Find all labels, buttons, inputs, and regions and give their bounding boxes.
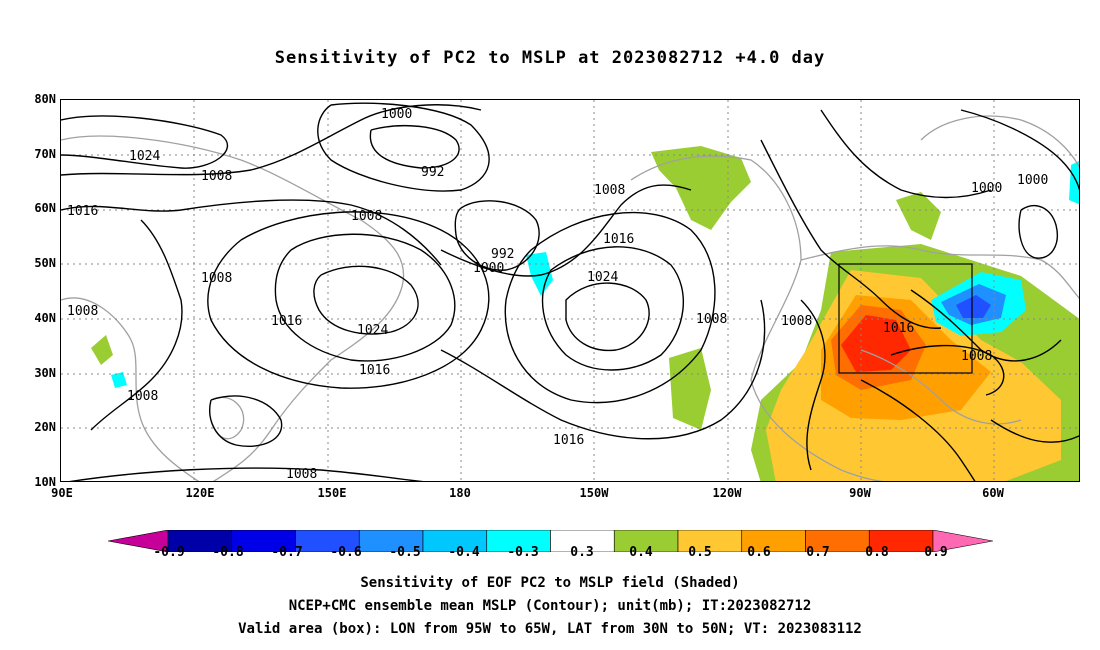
contour-label: 1000 bbox=[1017, 173, 1048, 188]
valid-area-box bbox=[838, 263, 973, 374]
lon-label-150w: 150W bbox=[579, 486, 609, 500]
contour-label: 1008 bbox=[961, 349, 992, 364]
colorbar-label: 0.8 bbox=[865, 545, 889, 560]
contour-label: 1016 bbox=[67, 204, 98, 219]
contour-label: 1008 bbox=[67, 304, 98, 319]
lon-label-120e: 120E bbox=[185, 486, 215, 500]
lon-label-60w: 60W bbox=[982, 486, 1004, 500]
contour-label: 1016 bbox=[603, 232, 634, 247]
shade-green-greenland bbox=[896, 192, 941, 240]
map-plot-area: 1024 1008 1016 1008 1008 1008 1000 992 1… bbox=[60, 99, 1080, 482]
contour-label: 1008 bbox=[351, 209, 382, 224]
caption-line-2: NCEP+CMC ensemble mean MSLP (Contour); u… bbox=[288, 598, 812, 614]
contour-label: 1008 bbox=[594, 183, 625, 198]
colorbar-cell bbox=[932, 530, 993, 552]
colorbar-label: -0.5 bbox=[389, 545, 421, 560]
mslp-contours bbox=[61, 102, 1079, 481]
colorbar-label: -0.9 bbox=[153, 545, 185, 560]
lat-label-20n: 20N bbox=[34, 420, 56, 434]
shade-green-asia bbox=[91, 335, 113, 365]
colorbar-label: 0.9 bbox=[924, 545, 948, 560]
contour-label: 1024 bbox=[587, 270, 618, 285]
shade-green-pacific bbox=[669, 348, 711, 430]
graticule bbox=[61, 100, 1079, 481]
lat-label-80n: 80N bbox=[34, 92, 56, 106]
contour-label: 1024 bbox=[129, 149, 160, 164]
lon-label-90e: 90E bbox=[51, 486, 73, 500]
shade-deepblue-blob bbox=[956, 295, 991, 318]
contour-label: 1008 bbox=[201, 169, 232, 184]
colorbar bbox=[108, 530, 993, 552]
lon-label-180: 180 bbox=[449, 486, 471, 500]
caption-line-3: Valid area (box): LON from 95W to 65W, L… bbox=[238, 621, 862, 637]
colorbar-label: 0.7 bbox=[806, 545, 830, 560]
contour-label: 992 bbox=[421, 165, 444, 180]
contour-labels: 1024 1008 1016 1008 1008 1008 1000 992 1… bbox=[67, 107, 1048, 482]
lat-label-50n: 50N bbox=[34, 256, 56, 270]
map-title: Sensitivity of PC2 to MSLP at 2023082712… bbox=[274, 48, 826, 68]
contour-label: 1008 bbox=[781, 314, 812, 329]
colorbar-label: 0.4 bbox=[629, 545, 653, 560]
contour-label: 1008 bbox=[201, 271, 232, 286]
lon-label-150e: 150E bbox=[317, 486, 347, 500]
colorbar-label: -0.3 bbox=[507, 545, 539, 560]
contour-label: 992 bbox=[491, 247, 514, 262]
lat-label-70n: 70N bbox=[34, 147, 56, 161]
lon-label-90w: 90W bbox=[849, 486, 871, 500]
colorbar-label: 0.3 bbox=[570, 545, 594, 560]
colorbar-label: -0.7 bbox=[271, 545, 303, 560]
map-canvas: 1024 1008 1016 1008 1008 1008 1000 992 1… bbox=[61, 100, 1079, 482]
contour-label: 1000 bbox=[381, 107, 412, 122]
shade-cyan-pacific bbox=[526, 252, 553, 296]
lat-label-60n: 60N bbox=[34, 201, 56, 215]
colorbar-label: 0.6 bbox=[747, 545, 771, 560]
colorbar-label: -0.8 bbox=[212, 545, 244, 560]
contour-label: 1016 bbox=[553, 433, 584, 448]
lat-label-40n: 40N bbox=[34, 311, 56, 325]
shade-red-core bbox=[841, 315, 911, 372]
contour-label: 1008 bbox=[696, 312, 727, 327]
lat-label-10n: 10N bbox=[34, 475, 56, 489]
colorbar-label: -0.4 bbox=[448, 545, 480, 560]
colorbar-label: 0.5 bbox=[688, 545, 712, 560]
contour-label: 1000 bbox=[971, 181, 1002, 196]
contour-label: 1016 bbox=[271, 314, 302, 329]
caption-line-1: Sensitivity of EOF PC2 to MSLP field (Sh… bbox=[360, 575, 740, 591]
sensitivity-shading bbox=[91, 146, 1079, 481]
contour-label: 1024 bbox=[357, 323, 388, 338]
contour-label: 1000 bbox=[473, 261, 504, 276]
lat-label-30n: 30N bbox=[34, 366, 56, 380]
lon-label-120w: 120W bbox=[712, 486, 742, 500]
shade-cyan-asia bbox=[111, 372, 127, 388]
contour-label: 1008 bbox=[127, 389, 158, 404]
contour-label: 1016 bbox=[883, 321, 914, 336]
shade-green-alaska bbox=[651, 146, 751, 230]
contour-label: 1008 bbox=[286, 467, 317, 482]
shade-cyan-east bbox=[1069, 161, 1079, 205]
contour-label: 1016 bbox=[359, 363, 390, 378]
colorbar-label: -0.6 bbox=[330, 545, 362, 560]
